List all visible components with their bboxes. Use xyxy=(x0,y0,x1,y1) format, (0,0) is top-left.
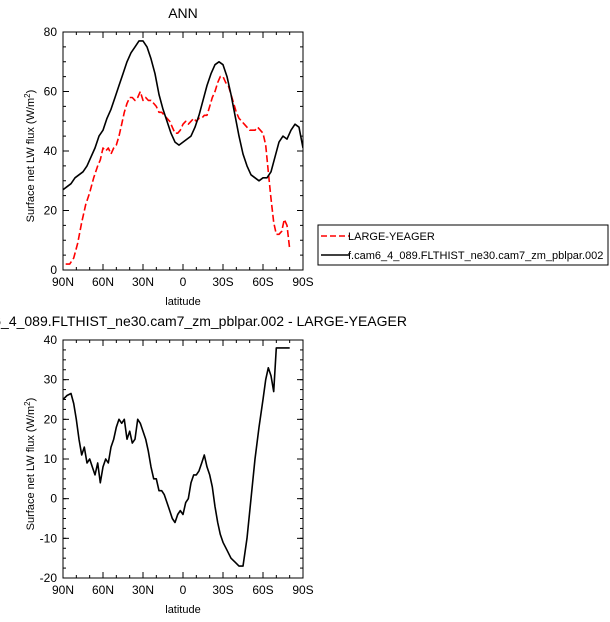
x-axis-label: latitude xyxy=(165,296,200,308)
y-axis-label-text: Surface net LW flux (W/m xyxy=(25,98,37,223)
y-tick-label: 0 xyxy=(50,263,57,277)
x-tick-label: 90S xyxy=(292,583,313,597)
series-line-2 xyxy=(63,40,303,191)
chart-2: f.cam6_4_089.FLTHIST_ne30.cam7_zm_pblpar… xyxy=(0,313,407,616)
y-axis-label-sup: 2 xyxy=(23,401,32,406)
x-axis-label: latitude xyxy=(165,604,200,616)
y-tick-label: 20 xyxy=(44,204,58,218)
series-line-1 xyxy=(63,347,290,567)
x-tick-label: 60N xyxy=(92,275,114,289)
legend-label-2: f.cam6_4_089.FLTHIST_ne30.cam7_zm_pblpar… xyxy=(348,250,603,262)
chart-title: ANN xyxy=(168,5,198,21)
x-tick-label: 30N xyxy=(132,275,154,289)
x-tick-label: 30S xyxy=(212,275,233,289)
series-group xyxy=(63,347,290,567)
x-tick-label: 60S xyxy=(252,583,273,597)
y-tick-label: -10 xyxy=(40,531,58,545)
y-tick-label: 80 xyxy=(44,25,58,39)
y-axis-label-close: ) xyxy=(25,90,37,94)
y-tick-label: -20 xyxy=(40,571,58,585)
x-tick-label: 90N xyxy=(52,583,74,597)
y-tick-label: 30 xyxy=(44,373,58,387)
y-tick-label: 20 xyxy=(44,412,58,426)
y-tick-label: 10 xyxy=(44,452,58,466)
x-tick-label: 30N xyxy=(132,583,154,597)
x-tick-label: 90N xyxy=(52,275,74,289)
legend: LARGE-YEAGER f.cam6_4_089.FLTHIST_ne30.ca… xyxy=(317,224,609,266)
y-axis-label: Surface net LW flux (W/m2) xyxy=(23,90,37,223)
y-tick-label: 40 xyxy=(44,333,58,347)
y-axis-label-close: ) xyxy=(25,398,37,402)
y-axis-label-sup: 2 xyxy=(23,93,32,98)
x-tick-label: 90S xyxy=(292,275,313,289)
legend-box xyxy=(317,224,609,266)
y-tick-label: 60 xyxy=(44,85,58,99)
y-axis-label: Surface net LW flux (W/m2) xyxy=(23,398,37,531)
y-axis-label-text: Surface net LW flux (W/m xyxy=(25,406,37,531)
x-tick-label: 0 xyxy=(180,583,187,597)
chart-1: ANN 90N 60N 30N 0 30S 60S 90S 0 20 40 60 80 latitude S… xyxy=(23,5,609,308)
x-tick-label: 60N xyxy=(92,583,114,597)
x-tick-label: 0 xyxy=(180,275,187,289)
chart-title: f.cam6_4_089.FLTHIST_ne30.cam7_zm_pblpar… xyxy=(0,313,407,329)
series-line-1 xyxy=(65,75,291,265)
x-tick-label: 60S xyxy=(252,275,273,289)
y-tick-label: 0 xyxy=(50,492,57,506)
y-tick-label: 40 xyxy=(44,144,58,158)
series-group xyxy=(63,40,303,265)
x-tick-label: 30S xyxy=(212,583,233,597)
legend-label-1: LARGE-YEAGER xyxy=(348,231,435,243)
